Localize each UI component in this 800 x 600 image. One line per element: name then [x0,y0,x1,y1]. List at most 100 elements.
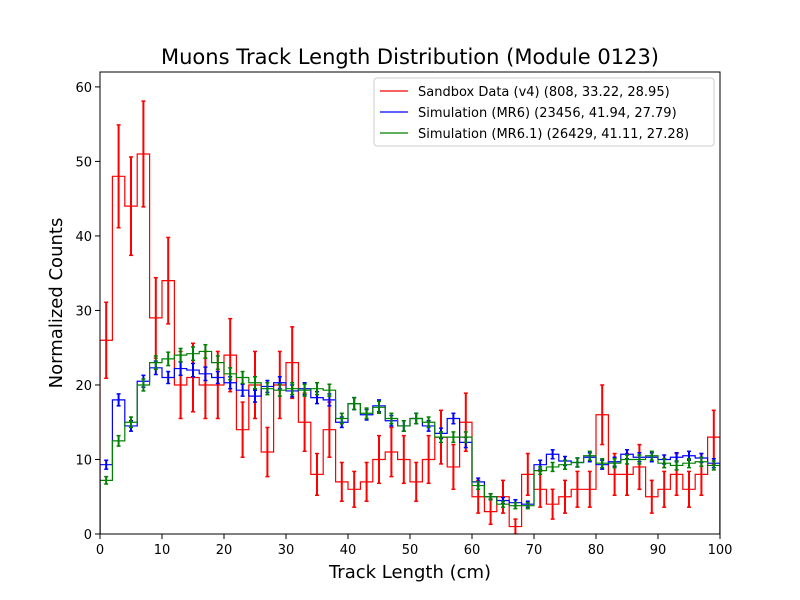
series-3-errorbar [711,460,716,471]
series-1-errorbar [649,479,654,514]
series-1-errorbar [265,426,270,478]
x-tick-label: 50 [402,543,419,558]
x-tick-label: 60 [464,543,481,558]
series-1-errorbar [116,124,121,229]
x-tick-label: 0 [96,543,104,558]
series-1-errorbar [339,461,344,502]
legend-label: Simulation (MR6) (23456, 41.94, 27.79) [418,106,677,121]
series-3-errorbar [327,383,332,397]
series-3-errorbar [575,457,580,468]
x-tick-label: 70 [526,543,543,558]
series-2-errorbar [191,362,195,378]
series-1-errorbar [600,384,605,446]
series-3-errorbar [116,434,121,447]
series-3-errorbar [315,381,319,396]
series-3-errorbar [364,407,369,420]
series-3-errorbar [302,383,307,397]
series-3-errorbar [240,370,245,385]
series-1-errorbar [141,100,146,208]
series-3-errorbar [215,355,220,371]
x-tick-label: 20 [216,543,233,558]
x-tick-label: 30 [278,543,295,558]
series-3-errorbar [141,378,146,392]
legend: Sandbox Data (v4) (808, 33.22, 28.95) Sim… [373,77,715,147]
series-1-errorbar [166,236,171,325]
series-3-errorbar [488,493,493,501]
series-3-errorbar [178,347,183,363]
series-2-errorbar [166,370,171,385]
legend-label: Simulation (MR6.1) (26429, 41.11, 27.28) [418,127,689,142]
series-1-errorbar [401,434,406,485]
series-3-errorbar [290,381,295,396]
series-1-errorbar [426,434,431,485]
series-1-errorbar [377,434,381,485]
series-1-errorbar [364,461,369,502]
series-1-errorbar [525,452,530,497]
series-3-errorbar [253,376,257,390]
series-1-errorbar [575,470,580,508]
series-3-errorbar [563,459,567,470]
plot-area [100,100,720,534]
y-axis-label: Normalized Counts [46,218,67,389]
series-3-step-line [100,350,720,534]
series-3-errorbar [625,454,629,465]
series-1-errorbar [414,461,419,502]
series-3-errorbar [451,431,456,444]
series-3-errorbar [674,460,679,471]
series-1-errorbar [389,426,394,478]
series-3-errorbar [463,431,468,444]
series-3-errorbar [401,419,406,432]
legend-box [373,77,715,147]
x-tick-label: 90 [650,543,667,558]
y-tick-label: 40 [75,230,92,245]
series-3-errorbar [699,456,704,467]
series-3-errorbar [414,412,419,425]
legend-label: Sandbox Data (v4) (808, 33.22, 28.95) [418,85,670,100]
series-2-errorbar [203,366,208,382]
series-3-errorbar [277,383,282,397]
series-2-errorbar [104,459,109,470]
series-3-errorbar [501,500,505,508]
series-3 [100,343,720,534]
series-3-errorbar [203,343,208,359]
x-tick-label: 10 [154,543,171,558]
series-2-errorbar [451,412,456,425]
series-3-errorbar [439,431,443,444]
series-3-errorbar [525,501,530,510]
series-3-errorbar [389,412,394,425]
series-1-errorbar [352,470,357,508]
axes: 0 10 20 30 40 50 60 70 80 90 100 0 10 20 30 40 50 60 [75,71,733,558]
series-3-errorbar [587,450,592,461]
series-1-errorbar [662,470,667,508]
x-axis-label: Track Length (cm) [328,562,491,583]
series-3-errorbar [538,466,543,476]
x-tick-label: 100 [708,543,733,558]
y-tick-label: 60 [75,81,92,96]
series-3-errorbar [637,454,642,465]
series-1-errorbar [687,470,691,508]
series-1-errorbar [240,401,245,458]
series-3-errorbar [612,457,617,469]
series-3-errorbar [104,475,109,485]
series-3-errorbar [649,450,654,461]
series-2-errorbar [550,449,555,460]
series-1-step-line [100,153,720,534]
series-3-errorbar [377,400,381,415]
series-3-errorbar [166,351,171,367]
series-1-errorbar [451,443,456,491]
series-2-errorbar [116,393,121,407]
series-1-errorbar [587,470,592,508]
y-tick-label: 30 [75,304,92,319]
series-3-errorbar [476,481,481,491]
y-tick-label: 0 [84,528,92,543]
series-2-errorbar [215,370,220,385]
series-2-errorbar [253,389,257,403]
series-3-errorbar [600,457,605,469]
series-1-errorbar [563,479,567,514]
series-3-errorbar [191,346,195,362]
series-1-errorbar [513,518,518,534]
series-3-errorbar [550,461,555,473]
series-3-errorbar [352,396,357,411]
y-tick-label: 10 [75,453,92,468]
